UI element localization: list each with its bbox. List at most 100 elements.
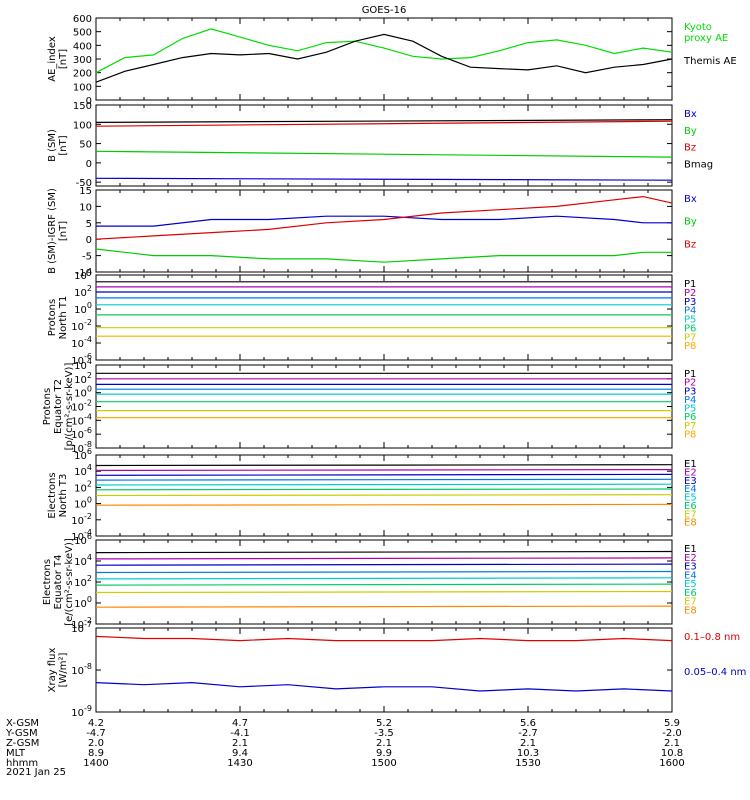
orbit-value: 5.6	[520, 718, 536, 729]
orbit-value: 1530	[515, 758, 540, 769]
y-tick-label: 100	[74, 301, 92, 316]
legend-label: 0.1–0.8 nm	[684, 632, 740, 643]
series-line-e6	[95, 583, 673, 586]
series-line-by	[95, 248, 672, 263]
y-tick-label: 10-7	[71, 620, 92, 635]
y-tick-label: 102	[74, 371, 92, 386]
legend-label: E1	[684, 544, 697, 555]
legend-label: By	[684, 126, 697, 137]
series-line-e4	[95, 570, 673, 574]
y-tick-label: 50	[79, 140, 92, 151]
orbit-value: 1400	[83, 758, 108, 769]
y-axis-label: Xray flux	[47, 648, 58, 693]
y-axis-label: [nT]	[58, 49, 69, 69]
legend-label: P6	[684, 412, 696, 423]
y-tick-label: -50	[76, 178, 92, 189]
legend-label: E5	[684, 579, 697, 590]
series-line-e8	[95, 605, 673, 608]
y-tick-label: 300	[73, 55, 92, 66]
legend-label: Bmag	[684, 159, 713, 170]
legend-label: E8	[684, 605, 697, 616]
y-tick-label: 104	[74, 463, 92, 478]
orbit-row-label: Y-GSM	[5, 728, 38, 739]
y-tick-label: 100	[73, 82, 92, 93]
orbit-value: -4.1	[230, 728, 250, 739]
panel-7: 106 104 102 100 10-2 Electrons Equator T4 [e/(c…	[42, 532, 697, 631]
legend-label: E2	[684, 553, 697, 564]
panel-4: 104 102 100 10-2 10-4 10-6 Protons North T1 P1P2…	[47, 267, 696, 367]
y-tick-label: 10-6	[71, 426, 92, 441]
panel-frame	[95, 364, 673, 449]
legend-label: P3	[684, 386, 696, 397]
y-tick-label: 10	[79, 202, 92, 213]
y-tick-label: 100	[73, 120, 92, 131]
y-axis-label: [nT]	[58, 135, 69, 155]
orbit-value: 9.9	[376, 748, 392, 759]
panel-2: -50 0 50 100 150 B (SM) [nT] Bx By Bz Bmag	[47, 101, 713, 189]
panel-1: 0 100 200 300 400 500 600 AE_index [nT] Kyotoprox…	[47, 14, 737, 107]
orbit-value: -4.7	[86, 728, 106, 739]
y-tick-label: 0	[86, 159, 92, 170]
series-line-e6	[95, 488, 673, 491]
series-line-bmag	[95, 119, 673, 123]
series-line-bx	[96, 215, 672, 227]
orbit-value: 1430	[227, 758, 252, 769]
y-axis-label: B (SM)	[47, 129, 58, 162]
y-tick-label: 10-4	[71, 335, 92, 350]
legend-label: P7	[684, 332, 696, 343]
legend-label: P4	[684, 395, 696, 406]
y-tick-label: 102	[74, 574, 92, 589]
orbit-row-label: X-GSM	[6, 718, 39, 729]
series-line-e2	[95, 469, 673, 471]
legend-label: E6	[684, 588, 697, 599]
legend-label: E4	[684, 484, 697, 495]
y-tick-label: 600	[73, 14, 92, 25]
legend-label: Bx	[684, 109, 697, 120]
legend-label: E1	[684, 459, 697, 470]
y-axis-label: North T3	[58, 474, 69, 518]
y-tick-label: 102	[74, 479, 92, 494]
panel-frame	[95, 17, 673, 101]
y-tick-label: 15	[79, 186, 92, 197]
y-axis-label: [W/m²]	[58, 652, 69, 687]
series-line-e7	[95, 590, 673, 594]
y-tick-label: 104	[74, 357, 92, 372]
y-tick-label: 10-8	[71, 662, 92, 677]
series-line-e2	[95, 557, 673, 560]
date-label: 2021 Jan 25	[6, 767, 66, 778]
series-line-e1	[95, 464, 673, 467]
orbit-value: 10.3	[517, 748, 539, 759]
panel-8: 10-7 10-8 10-9 Xray flux [W/m²] 0.1–0.8 nm 0.0…	[47, 620, 746, 719]
y-tick-label: 5	[86, 219, 92, 230]
legend-label: P5	[684, 315, 696, 326]
series-line-e3	[95, 473, 673, 476]
series-line-bx	[95, 177, 673, 181]
legend-label: E2	[684, 467, 697, 478]
y-tick-label: 10-4	[71, 412, 92, 427]
orbit-value: 4.2	[88, 718, 104, 729]
orbit-value: 5.2	[376, 718, 392, 729]
legend-label: Themis AE	[683, 56, 737, 67]
orbit-value: 2.1	[520, 738, 536, 749]
panel-frame	[95, 274, 673, 361]
legend-label: P7	[684, 421, 696, 432]
orbit-value: 10.8	[661, 748, 683, 759]
y-axis-label: B (SM)-IGRF (SM)	[47, 188, 58, 274]
legend-label: 0.05–0.4 nm	[684, 667, 746, 678]
y-tick-label: 150	[73, 101, 92, 112]
legend-label: P3	[684, 297, 696, 308]
legend-label: E7	[684, 509, 697, 520]
series-line-e5	[95, 577, 673, 580]
y-tick-label: 104	[74, 553, 92, 568]
y-tick-label: 500	[73, 28, 92, 39]
orbit-value: 2.1	[376, 738, 392, 749]
legend-label: proxy AE	[684, 33, 728, 44]
legend-label: Bz	[684, 239, 696, 250]
figure-title: GOES-16	[362, 5, 407, 16]
y-axis-label: Equator T4	[53, 555, 64, 610]
orbit-value: 5.9	[664, 718, 680, 729]
series-line-e7	[95, 494, 673, 497]
y-tick-label: 106	[74, 447, 92, 462]
